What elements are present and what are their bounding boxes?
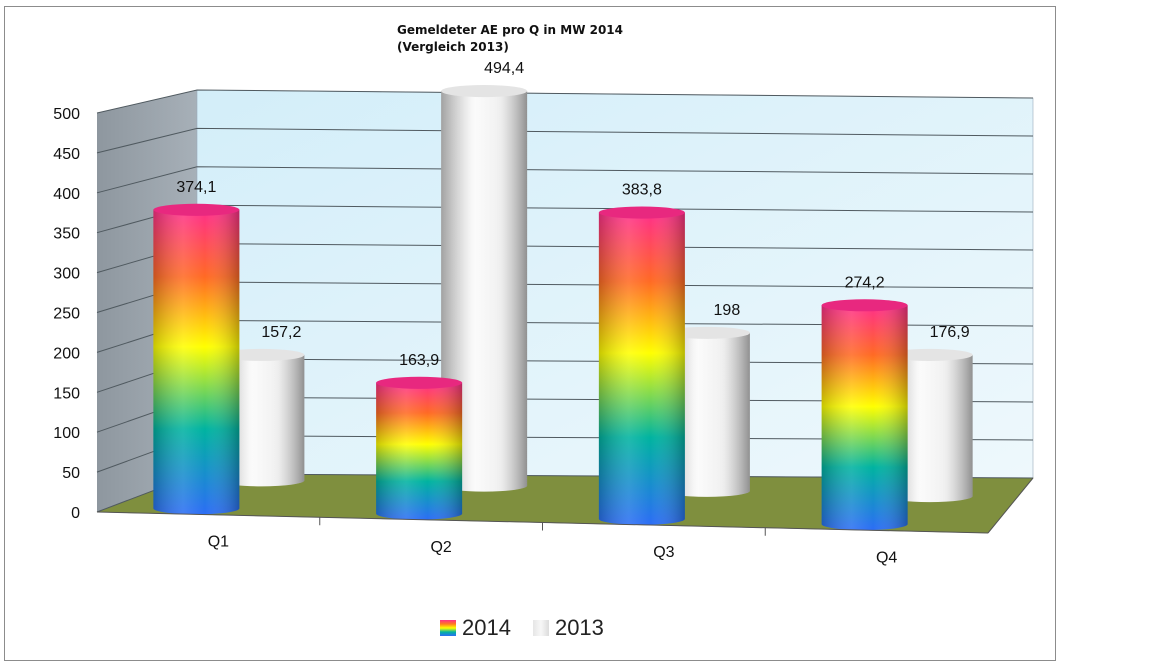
bar-2013-Q3-shade: [663, 332, 750, 497]
legend-label-2013: 2013: [554, 615, 604, 640]
bar-2013-Q1-shade: [218, 354, 305, 487]
data-label-2013: 198: [714, 302, 741, 319]
data-label-2014: 374,1: [176, 179, 216, 196]
bar-2014-Q1: [153, 203, 240, 515]
floor-edge: [987, 477, 1034, 534]
y-tick-label: 500: [53, 106, 80, 123]
y-tick-label: 250: [53, 306, 80, 323]
y-tick-label: 400: [53, 186, 80, 203]
legend-swatch-2014: [440, 620, 456, 636]
bar-2014-Q1-top: [153, 203, 240, 216]
bar-2013-Q2-shade: [441, 91, 528, 492]
legend-swatch-2013: [532, 620, 549, 636]
x-tick-label: Q2: [430, 539, 451, 556]
bar-2013-Q2: [441, 85, 528, 492]
bar-2013-Q4-top: [886, 348, 973, 361]
bar-2014-Q2-top: [376, 376, 463, 389]
bar-2014-Q1-shade: [153, 209, 240, 515]
bar-2013-Q1-top: [218, 348, 305, 361]
legend-label-2014: 2014: [462, 615, 511, 640]
bar-2014-Q3-shade: [598, 212, 685, 525]
data-label-2014: 274,2: [845, 274, 885, 291]
y-tick-label: 300: [53, 266, 80, 283]
x-tick-label: Q1: [208, 534, 229, 551]
gridline: [96, 127, 1034, 154]
gridline: [96, 166, 1034, 194]
legend-item-2014: 2014: [440, 615, 511, 641]
bar-2013-Q1: [218, 348, 305, 487]
data-label-2013: 494,4: [484, 60, 524, 77]
y-tick-label: 100: [53, 425, 80, 442]
bar-2013-Q4: [886, 348, 973, 503]
gridline: [96, 89, 1034, 114]
y-tick-label: 450: [53, 146, 80, 163]
y-tick-label: 200: [53, 345, 80, 362]
y-tick-label: 350: [53, 226, 80, 243]
bar-2014-Q2-shade: [376, 382, 463, 520]
legend-item-2013: 2013: [532, 615, 604, 641]
x-tick-label: Q4: [876, 549, 897, 566]
bar-2013-Q3-top: [663, 326, 750, 339]
data-label-2013: 176,9: [930, 324, 970, 341]
data-label-2013: 157,2: [261, 324, 301, 341]
chart-title-line-2: (Vergleich 2013): [397, 40, 509, 54]
data-label-2014: 383,8: [622, 182, 662, 199]
bar-2013-Q2-top: [441, 85, 528, 98]
bar-2014-Q4-shade: [821, 305, 908, 531]
data-label-2014: 163,9: [399, 352, 439, 369]
bar-2014-Q4: [821, 299, 908, 531]
x-tick-label: Q3: [653, 544, 674, 561]
y-tick-label: 150: [53, 385, 80, 402]
y-tick-label: 50: [62, 465, 80, 482]
bar-2014-Q2: [376, 376, 463, 520]
bar-2013-Q3: [663, 326, 750, 497]
y-tick-label: 0: [71, 505, 80, 522]
bar-2014-Q3-top: [598, 206, 685, 219]
legend: 2014 2013: [440, 613, 604, 643]
chart-title: Gemeldeter AE pro Q in MW 2014 (Vergleic…: [397, 22, 623, 56]
bar-2014-Q3: [598, 206, 685, 525]
chart-title-line-1: Gemeldeter AE pro Q in MW 2014: [397, 23, 624, 37]
bar-2014-Q4-top: [821, 299, 908, 312]
bar-2013-Q4-shade: [886, 354, 973, 503]
